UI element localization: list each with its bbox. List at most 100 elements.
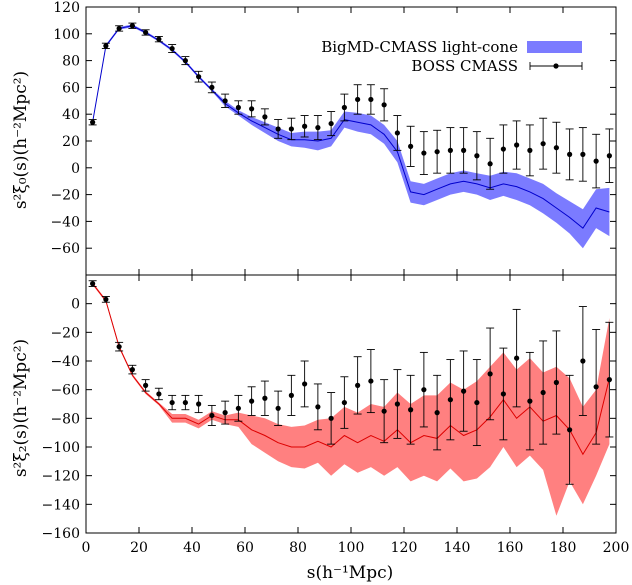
- top-data-point: [262, 114, 268, 120]
- top-data-point: [500, 146, 506, 152]
- top-data-point: [156, 36, 162, 42]
- bottom-data-point: [434, 410, 440, 416]
- top-data-point: [434, 149, 440, 155]
- bottom-data-point: [553, 379, 559, 386]
- legend-data-label: BOSS CMASS: [411, 57, 518, 75]
- top-data-point: [540, 141, 546, 147]
- top-data-point: [408, 143, 414, 149]
- monopole-panel: 120 100 80 60 40 20 0 −20 −40 −60: [50, 0, 617, 276]
- top-data-point: [315, 125, 321, 131]
- bottom-model-line: [92, 283, 610, 456]
- bottom-data-point: [408, 407, 414, 413]
- top-y-tick-label: 120: [53, 0, 80, 16]
- top-y-axis-label: s²ξ₀(s)(h⁻²Mpc²): [11, 71, 31, 209]
- bottom-data-point: [249, 398, 255, 404]
- bottom-data-point: [500, 391, 506, 397]
- top-data-point: [487, 161, 493, 167]
- top-data-point: [580, 151, 586, 157]
- x-tick-label: 20: [130, 540, 148, 556]
- bottom-y-tick-label: −120: [42, 469, 80, 485]
- legend-model-label: BigMD-CMASS light-cone: [321, 38, 518, 56]
- top-y-tick-label: 0: [71, 161, 80, 177]
- bottom-data-point: [447, 397, 453, 403]
- top-data-point: [143, 29, 149, 36]
- x-tick-label: 60: [236, 540, 254, 556]
- top-data-point: [593, 158, 599, 164]
- x-tick-label: 40: [183, 540, 201, 556]
- bottom-data-point: [355, 382, 361, 388]
- top-data-point: [222, 98, 228, 104]
- top-data-point: [421, 150, 427, 156]
- bottom-data-point: [514, 355, 520, 361]
- bottom-data-point: [288, 392, 294, 398]
- bottom-y-tick-label: −100: [42, 440, 80, 456]
- x-tick-label: 140: [444, 540, 471, 556]
- bottom-data-point: [527, 398, 533, 404]
- bottom-data-point: [90, 281, 96, 287]
- bottom-y-tick-label: 0: [71, 297, 80, 313]
- x-tick-label: 180: [550, 540, 577, 556]
- bottom-data-point: [275, 405, 281, 411]
- top-data-point: [275, 126, 281, 132]
- top-data-point: [182, 58, 188, 64]
- top-y-tick-label: −40: [50, 214, 80, 230]
- top-y-tick-label: −20: [50, 188, 80, 204]
- top-data-point: [606, 153, 612, 159]
- bottom-data-point: [487, 371, 493, 377]
- bottom-data-point: [116, 344, 122, 350]
- top-y-tick-label: 100: [53, 27, 80, 43]
- bottom-data-point: [567, 427, 573, 433]
- top-data-point: [355, 96, 361, 103]
- bottom-data-point: [421, 387, 427, 393]
- bottom-data-point: [129, 367, 135, 373]
- top-data-point: [209, 84, 215, 90]
- top-data-point: [381, 102, 387, 108]
- bottom-y-tick-label: −80: [50, 411, 80, 427]
- x-axis-label: s(h⁻¹Mpc): [307, 563, 394, 583]
- bottom-data-point: [156, 391, 162, 397]
- bottom-data-point: [302, 381, 308, 387]
- top-y-tick-label: 60: [62, 80, 80, 96]
- top-y-tick-label: −60: [50, 241, 80, 257]
- bottom-data-point: [182, 399, 188, 406]
- bottom-data-point: [328, 415, 334, 421]
- top-data-point: [288, 126, 294, 132]
- bottom-data-point: [169, 399, 175, 406]
- bottom-data-point: [235, 405, 241, 411]
- x-tick-label: 80: [289, 540, 307, 556]
- top-y-tick-label: 40: [62, 107, 80, 123]
- bottom-y-tick-label: −20: [50, 325, 80, 341]
- top-data-point: [235, 104, 241, 111]
- top-data-point: [103, 43, 109, 49]
- bottom-model-band: [92, 282, 610, 516]
- bottom-y-axis-label: s²ξ₂(s)(h⁻²Mpc²): [11, 339, 31, 477]
- top-model-band: [92, 24, 610, 249]
- bottom-data-point: [222, 410, 228, 416]
- top-data-point: [394, 130, 400, 136]
- bottom-data-point: [474, 399, 480, 406]
- top-data-point: [341, 104, 347, 111]
- x-tick-label: 0: [82, 540, 91, 556]
- bottom-data-point: [341, 399, 347, 406]
- top-data-point: [368, 96, 374, 103]
- bottom-y-tick-label: −160: [42, 526, 80, 542]
- bottom-y-tick-label: −40: [50, 354, 80, 370]
- top-data-point: [553, 145, 559, 151]
- top-y-tick-label: 80: [62, 54, 80, 70]
- top-data-point: [461, 147, 467, 153]
- top-data-point: [567, 151, 573, 157]
- top-data-point: [514, 142, 520, 148]
- bottom-data-point: [461, 388, 467, 394]
- top-data-point: [169, 45, 175, 52]
- top-data-point: [527, 147, 533, 153]
- top-data-point: [249, 106, 255, 112]
- bottom-data-point: [103, 296, 109, 302]
- top-data-point: [328, 120, 334, 127]
- bottom-data-point: [394, 401, 400, 407]
- legend-model-swatch: [527, 41, 582, 53]
- top-data-point: [196, 74, 202, 80]
- top-data-point: [129, 23, 135, 29]
